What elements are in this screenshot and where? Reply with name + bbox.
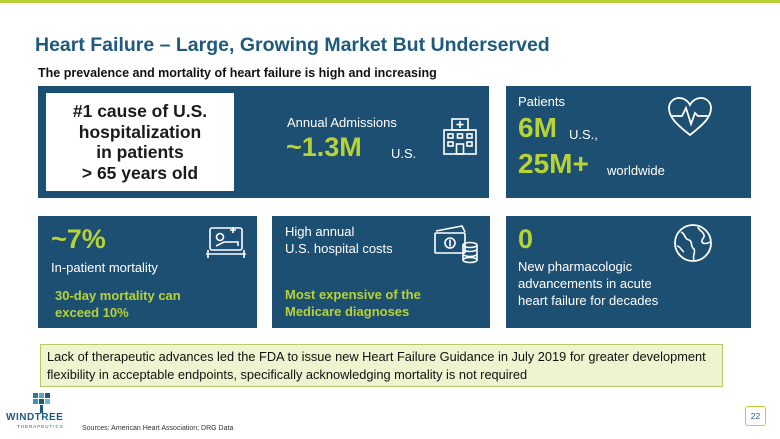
- admissions-label: Annual Admissions: [287, 115, 397, 130]
- patients-label: Patients: [518, 94, 565, 109]
- cause-line: #1 cause of U.S.: [72, 101, 208, 121]
- advances-label-line: heart failure for decades: [518, 293, 659, 308]
- cause-line: in patients: [96, 142, 184, 162]
- advances-value: 0: [518, 224, 534, 254]
- globe-icon: [674, 224, 712, 262]
- advances-label-line: New pharmacologic: [518, 259, 633, 274]
- hospitalization-cause-box: #1 cause of U.S. hospitalization in pati…: [46, 93, 234, 191]
- cause-line: hospitalization: [78, 121, 202, 142]
- costs-note-line: Medicare diagnoses: [285, 304, 410, 319]
- patients-us-value: 6M: [518, 112, 557, 143]
- patients-world-unit: worldwide: [607, 163, 665, 178]
- mortality-value: ~7%: [51, 224, 106, 254]
- costs-panel: High annual U.S. hospital costs Most exp…: [272, 216, 490, 328]
- advances-panel: 0 New pharmacologic advancements in acut…: [506, 216, 751, 328]
- costs-label-line: High annual: [285, 224, 355, 239]
- hospital-icon: [443, 118, 477, 155]
- page-title: Heart Failure – Large, Growing Market Bu…: [35, 34, 550, 56]
- patients-panel: Patients 6M U.S., 25M+ worldwide: [506, 86, 751, 198]
- money-icon: [434, 225, 478, 264]
- costs-label-line: U.S. hospital costs: [285, 241, 393, 256]
- admissions-unit: U.S.: [391, 146, 417, 161]
- fda-guidance-callout: Lack of therapeutic advances led the FDA…: [40, 344, 723, 387]
- hospital-bed-icon: [206, 227, 246, 258]
- heart-pulse-icon: [668, 97, 712, 137]
- mortality-note-line: 30-day mortality can: [55, 288, 181, 303]
- logo-name: WINDTREE: [6, 412, 64, 423]
- advances-label-line: advancements in acute: [518, 276, 652, 291]
- top-accent-rule: [0, 0, 780, 3]
- mortality-note-line: exceed 10%: [55, 305, 129, 320]
- costs-note-line: Most expensive of the: [285, 287, 421, 302]
- page-number: 22: [745, 406, 766, 426]
- cause-line: > 65 years old: [81, 162, 199, 183]
- hospitalization-panel: #1 cause of U.S. hospitalization in pati…: [38, 86, 489, 198]
- windtree-logo-mark: [33, 393, 50, 413]
- patients-world-value: 25M+: [518, 148, 589, 179]
- mortality-panel: ~7% In-patient mortality 30-day mortalit…: [38, 216, 257, 328]
- sources-note: Sources: American Heart Association; DRG…: [82, 425, 234, 432]
- page-subtitle: The prevalence and mortality of heart fa…: [38, 66, 437, 80]
- mortality-label: In-patient mortality: [51, 260, 158, 275]
- admissions-value: ~1.3M: [286, 132, 362, 162]
- patients-us-unit: U.S.,: [569, 127, 598, 142]
- logo-tagline: THERAPEUTICS: [17, 424, 64, 429]
